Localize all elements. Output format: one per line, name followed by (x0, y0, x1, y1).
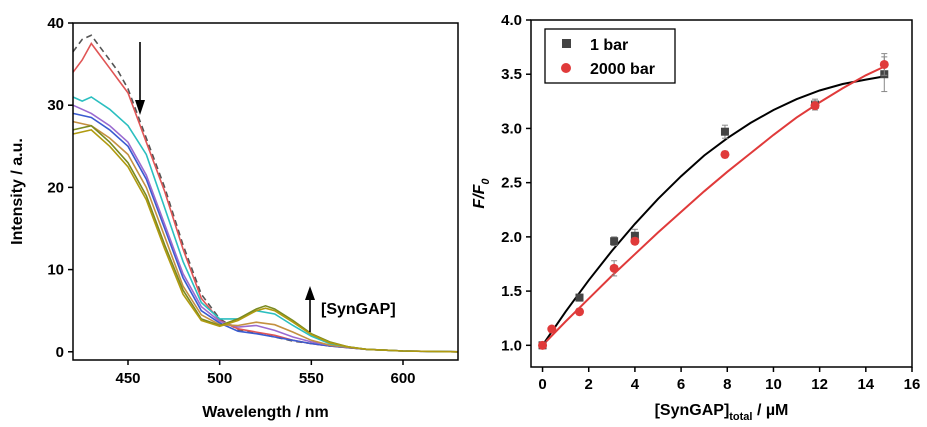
spectrum-line-5 (72, 120, 459, 353)
y-tick-label: 0 (56, 344, 64, 361)
fit-curve-2 (541, 65, 885, 346)
data-point-2000bar (538, 340, 548, 350)
x-tick-label: 4 (631, 376, 640, 393)
x-tick-label: 6 (677, 376, 685, 393)
data-point-1bar (720, 127, 729, 136)
x-axis-title: [SynGAP]total / µM (655, 402, 789, 423)
data-point-2000bar (720, 149, 730, 159)
data-point-2000bar (879, 59, 889, 69)
up-arrow-head (305, 286, 315, 300)
data-point-2000bar (630, 236, 640, 246)
y-tick-label: 2.0 (501, 229, 522, 246)
legend-label: 1 bar (590, 37, 628, 54)
data-point-1bar (630, 231, 639, 240)
data-point-2000bar (810, 101, 820, 111)
y-tick-label: 4.0 (501, 12, 522, 29)
spectrum-line-3 (72, 112, 459, 353)
x-tick-label: 0 (538, 376, 546, 393)
y-tick-label: 3.0 (501, 120, 522, 137)
spectrum-line-8 (72, 129, 459, 353)
y-axis-title: F/F0 (471, 178, 492, 209)
down-arrow-head (135, 100, 145, 115)
x-tick-label: 500 (207, 370, 232, 387)
x-tick-label: 14 (857, 376, 874, 393)
x-tick-label: 600 (390, 370, 415, 387)
y-tick-label: 10 (47, 262, 64, 279)
legend-marker-circle (561, 63, 571, 73)
legend-label: 2000 bar (590, 61, 655, 78)
x-tick-label: 8 (723, 376, 731, 393)
plot-frame (72, 22, 459, 361)
y-tick-label: 3.5 (501, 66, 522, 83)
annotation-label: [SynGAP] (321, 301, 396, 318)
data-point-2000bar (574, 307, 584, 317)
data-point-1bar (575, 293, 584, 302)
x-tick-label: 12 (811, 376, 828, 393)
y-tick-label: 1.5 (501, 283, 522, 300)
y-tick-label: 2.5 (501, 175, 522, 192)
x-tick-label: 450 (115, 370, 140, 387)
x-tick-label: 550 (299, 370, 324, 387)
legend-marker-square (562, 39, 571, 48)
legend: 1 bar 2000 bar (544, 28, 676, 84)
spectrum-line-6 (72, 96, 459, 353)
plot-frame (530, 19, 913, 368)
y-axis-title: Intensity / a.u. (9, 138, 26, 245)
x-tick-label: 2 (585, 376, 593, 393)
y-tick-label: 20 (47, 179, 64, 196)
x-axis-title: Wavelength / nm (202, 404, 329, 421)
y-tick-label: 30 (47, 97, 64, 114)
data-point-2000bar (547, 324, 557, 334)
data-point-2000bar (609, 263, 619, 273)
x-tick-label: 10 (765, 376, 782, 393)
fit-curve-1 (541, 75, 885, 346)
x-tick-label: 16 (904, 376, 921, 393)
spectrum-line-4 (72, 104, 459, 353)
titration-chart: 0 2 4 6 8 10 12 14 16 1.0 1.5 2.0 2.5 3.0 3.5 4.0 1 bar 2… (471, 12, 920, 423)
legend-box (544, 28, 676, 84)
y-tick-label: 1.0 (501, 337, 522, 354)
emission-spectra-chart: 450 500 550 600 0 10 20 30 40 Wavelength / nm Inte… (9, 15, 459, 421)
y-tick-label: 40 (47, 15, 64, 32)
spectrum-line-1 (72, 34, 459, 353)
data-point-1bar (610, 237, 619, 246)
